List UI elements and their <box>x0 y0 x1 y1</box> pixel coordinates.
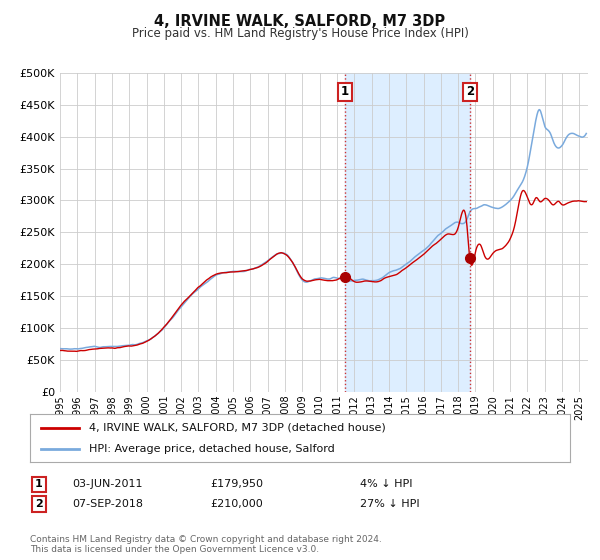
Text: 07-SEP-2018: 07-SEP-2018 <box>72 499 143 509</box>
Text: £210,000: £210,000 <box>210 499 263 509</box>
Bar <box>345 73 470 392</box>
Text: 2: 2 <box>35 499 43 509</box>
Text: 27% ↓ HPI: 27% ↓ HPI <box>360 499 419 509</box>
Text: 03-JUN-2011: 03-JUN-2011 <box>72 479 143 489</box>
Text: 2: 2 <box>466 86 474 99</box>
Text: 1: 1 <box>35 479 43 489</box>
Text: £179,950: £179,950 <box>210 479 263 489</box>
Text: 4, IRVINE WALK, SALFORD, M7 3DP (detached house): 4, IRVINE WALK, SALFORD, M7 3DP (detache… <box>89 423 386 433</box>
Text: HPI: Average price, detached house, Salford: HPI: Average price, detached house, Salf… <box>89 444 335 454</box>
Text: 4, IRVINE WALK, SALFORD, M7 3DP: 4, IRVINE WALK, SALFORD, M7 3DP <box>154 14 446 29</box>
Text: Contains HM Land Registry data © Crown copyright and database right 2024.
This d: Contains HM Land Registry data © Crown c… <box>30 535 382 554</box>
Text: 1: 1 <box>341 86 349 99</box>
Text: Price paid vs. HM Land Registry's House Price Index (HPI): Price paid vs. HM Land Registry's House … <box>131 27 469 40</box>
Text: 4% ↓ HPI: 4% ↓ HPI <box>360 479 413 489</box>
